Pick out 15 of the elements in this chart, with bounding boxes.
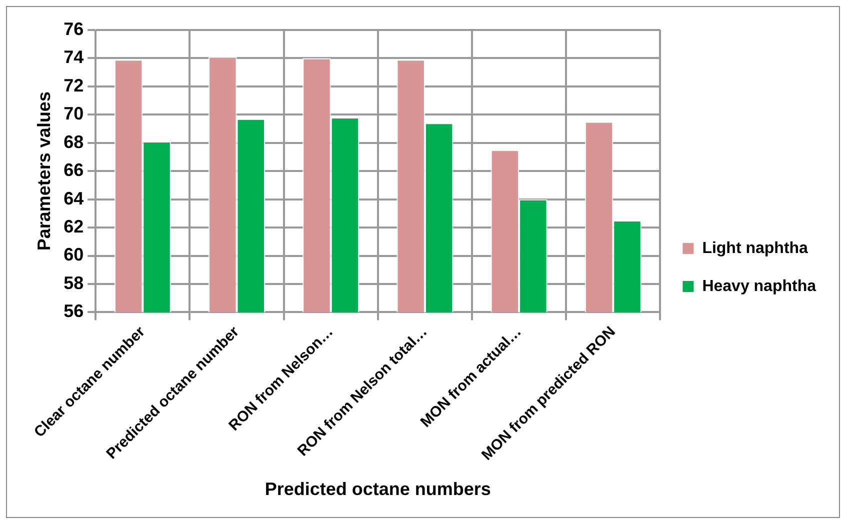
y-tick-label: 60 — [64, 244, 84, 265]
y-tick-label: 72 — [64, 75, 84, 96]
y-tick-label: 68 — [64, 132, 84, 152]
y-tick-label: 76 — [64, 18, 84, 39]
y-tick-label: 58 — [64, 272, 84, 293]
y-axis-title: Parameters values — [34, 92, 54, 251]
y-tick-label: 74 — [64, 47, 84, 68]
y-tick-label: 64 — [64, 188, 84, 208]
y-tick-label: 70 — [64, 104, 84, 124]
legend-label: Heavy naphtha — [702, 278, 816, 295]
x-axis-title: Predicted octane numbers — [264, 479, 491, 500]
y-tick-label: 66 — [64, 160, 84, 180]
y-tick-label: 56 — [64, 301, 84, 322]
y-tick-label: 62 — [64, 216, 84, 237]
legend-label: Light naphtha — [702, 240, 808, 257]
